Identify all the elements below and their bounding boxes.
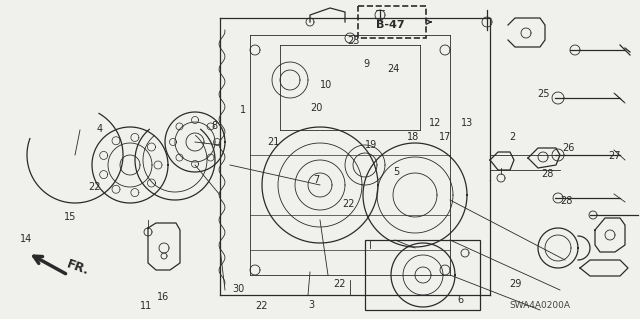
Text: 26: 26 — [562, 143, 575, 153]
Text: 25: 25 — [538, 89, 550, 99]
Text: 18: 18 — [406, 132, 419, 142]
Text: 13: 13 — [461, 118, 474, 128]
Text: 8: 8 — [211, 121, 218, 131]
Text: 7: 7 — [314, 175, 320, 185]
Text: 3: 3 — [308, 300, 315, 310]
Text: B-47: B-47 — [376, 20, 404, 30]
Text: 2: 2 — [509, 132, 515, 142]
Text: SWA4A0200A: SWA4A0200A — [509, 300, 570, 309]
Text: 6: 6 — [458, 295, 464, 305]
Text: 14: 14 — [19, 234, 32, 244]
Text: FR.: FR. — [65, 258, 91, 278]
Text: 17: 17 — [438, 132, 451, 142]
Text: 24: 24 — [387, 63, 399, 74]
Text: 15: 15 — [64, 212, 77, 222]
Text: 19: 19 — [365, 140, 378, 150]
Text: 9: 9 — [363, 59, 369, 69]
Text: 4: 4 — [96, 124, 102, 134]
Text: 21: 21 — [268, 137, 280, 147]
Text: 20: 20 — [310, 103, 323, 114]
Text: 22: 22 — [88, 182, 100, 192]
Text: 1: 1 — [240, 105, 246, 115]
Text: 29: 29 — [509, 279, 522, 289]
Text: 22: 22 — [255, 301, 268, 311]
Bar — [365, 240, 480, 310]
Text: 16: 16 — [157, 292, 170, 302]
Text: 23: 23 — [348, 36, 360, 47]
Text: 11: 11 — [140, 301, 152, 311]
Text: 28: 28 — [541, 169, 554, 179]
Text: 10: 10 — [320, 79, 333, 90]
Text: 22: 22 — [333, 279, 346, 289]
FancyBboxPatch shape — [358, 6, 426, 38]
Text: 5: 5 — [394, 167, 400, 177]
Text: 12: 12 — [429, 118, 442, 128]
Text: 30: 30 — [232, 284, 245, 294]
Text: 27: 27 — [608, 151, 621, 161]
Text: 28: 28 — [560, 196, 573, 206]
Text: 22: 22 — [342, 199, 355, 209]
